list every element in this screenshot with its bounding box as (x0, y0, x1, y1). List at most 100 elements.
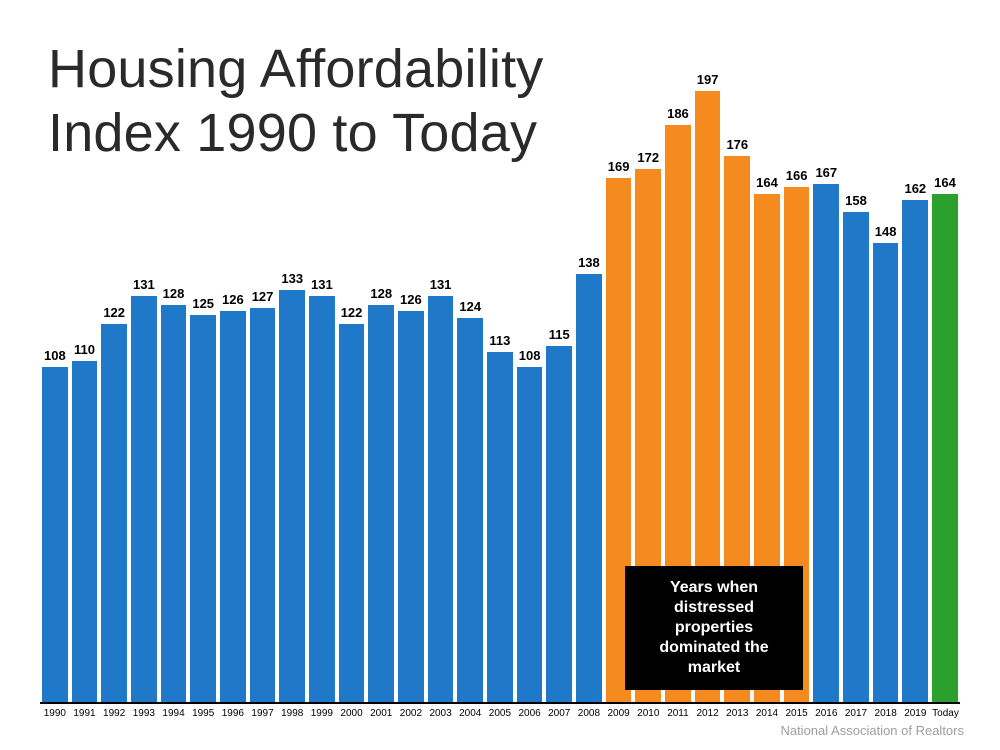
bar-wrap: 1271997 (250, 84, 276, 702)
bar (339, 324, 365, 702)
bar-category-label: 1999 (309, 708, 335, 719)
bar (131, 296, 157, 702)
bar-value-label: 126 (398, 292, 424, 307)
bar-value-label: 108 (517, 348, 543, 363)
x-axis-line (40, 702, 960, 704)
bar-value-label: 115 (546, 327, 572, 342)
bar-wrap: 1221992 (101, 84, 127, 702)
bar-value-label: 138 (576, 255, 602, 270)
bar-category-label: 2017 (843, 708, 869, 719)
bar-wrap: 1382008 (576, 84, 602, 702)
bar-category-label: Today (932, 708, 958, 719)
bar-wrap: 1262002 (398, 84, 424, 702)
bar (42, 367, 68, 702)
bar-wrap: 1672016 (813, 84, 839, 702)
bar-category-label: 1994 (161, 708, 187, 719)
bar-chart: 1081990110199112219921311993128199412519… (40, 84, 960, 704)
bar-value-label: 131 (428, 277, 454, 292)
bar (813, 184, 839, 702)
bar-wrap: 1311999 (309, 84, 335, 702)
bar-wrap: 1622019 (902, 84, 928, 702)
bar-wrap: 1282001 (368, 84, 394, 702)
bar-wrap: 1582017 (843, 84, 869, 702)
bar-category-label: 2000 (339, 708, 365, 719)
bar-category-label: 2008 (576, 708, 602, 719)
bar-category-label: 2014 (754, 708, 780, 719)
bar-category-label: 2002 (398, 708, 424, 719)
bar (101, 324, 127, 702)
bar-category-label: 2012 (695, 708, 721, 719)
bar (457, 318, 483, 702)
bar-category-label: 2005 (487, 708, 513, 719)
bar-category-label: 1993 (131, 708, 157, 719)
bar-wrap: 1261996 (220, 84, 246, 702)
bar-wrap: 1082006 (517, 84, 543, 702)
bar-value-label: 128 (161, 286, 187, 301)
bar (250, 308, 276, 702)
bar-wrap: 1331998 (279, 84, 305, 702)
bar-category-label: 1996 (220, 708, 246, 719)
bar (873, 243, 899, 702)
bar (161, 305, 187, 702)
bar-category-label: 2007 (546, 708, 572, 719)
bar-value-label: 166 (784, 168, 810, 183)
bar (902, 200, 928, 702)
bar-value-label: 172 (635, 150, 661, 165)
bar-wrap: 1081990 (42, 84, 68, 702)
bar (843, 212, 869, 702)
bar (932, 194, 958, 702)
bar-wrap: 1311993 (131, 84, 157, 702)
bar-category-label: 2016 (813, 708, 839, 719)
bar-wrap: 1312003 (428, 84, 454, 702)
bar-value-label: 127 (250, 289, 276, 304)
bar-category-label: 2019 (902, 708, 928, 719)
bar-category-label: 2003 (428, 708, 454, 719)
bar-value-label: 133 (279, 271, 305, 286)
bar-value-label: 126 (220, 292, 246, 307)
bar-value-label: 122 (101, 305, 127, 320)
bar-category-label: 2004 (457, 708, 483, 719)
bar-value-label: 158 (843, 193, 869, 208)
bar (487, 352, 513, 702)
bar (279, 290, 305, 702)
bar-category-label: 1997 (250, 708, 276, 719)
bar-value-label: 125 (190, 296, 216, 311)
bar-value-label: 186 (665, 106, 691, 121)
bar-value-label: 169 (606, 159, 632, 174)
bar-value-label: 131 (309, 277, 335, 292)
bar-category-label: 2001 (368, 708, 394, 719)
bar-wrap: 1222000 (339, 84, 365, 702)
bar-category-label: 2006 (517, 708, 543, 719)
bar-value-label: 122 (339, 305, 365, 320)
bar-value-label: 131 (131, 277, 157, 292)
bar-wrap: 1281994 (161, 84, 187, 702)
bar-value-label: 164 (754, 175, 780, 190)
bar-value-label: 113 (487, 333, 513, 348)
bar-container: 1081990110199112219921311993128199412519… (40, 84, 960, 702)
bar-wrap: 1251995 (190, 84, 216, 702)
bar (546, 346, 572, 703)
bar-value-label: 124 (457, 299, 483, 314)
bar-category-label: 1991 (72, 708, 98, 719)
bar-category-label: 1990 (42, 708, 68, 719)
bar-category-label: 2011 (665, 708, 691, 719)
bar (72, 361, 98, 702)
bar (190, 315, 216, 703)
bar (517, 367, 543, 702)
bar-wrap: 1101991 (72, 84, 98, 702)
bar-category-label: 2015 (784, 708, 810, 719)
bar-wrap: 1242004 (457, 84, 483, 702)
bar-value-label: 108 (42, 348, 68, 363)
source-attribution: National Association of Realtors (780, 723, 964, 738)
bar-category-label: 1998 (279, 708, 305, 719)
bar-wrap: 164Today (932, 84, 958, 702)
bar-category-label: 2009 (606, 708, 632, 719)
bar-value-label: 110 (72, 342, 98, 357)
bar-category-label: 1992 (101, 708, 127, 719)
bar (220, 311, 246, 702)
bar-value-label: 164 (932, 175, 958, 190)
bar-value-label: 197 (695, 72, 721, 87)
bar-category-label: 2013 (724, 708, 750, 719)
bar-category-label: 1995 (190, 708, 216, 719)
bar (368, 305, 394, 702)
